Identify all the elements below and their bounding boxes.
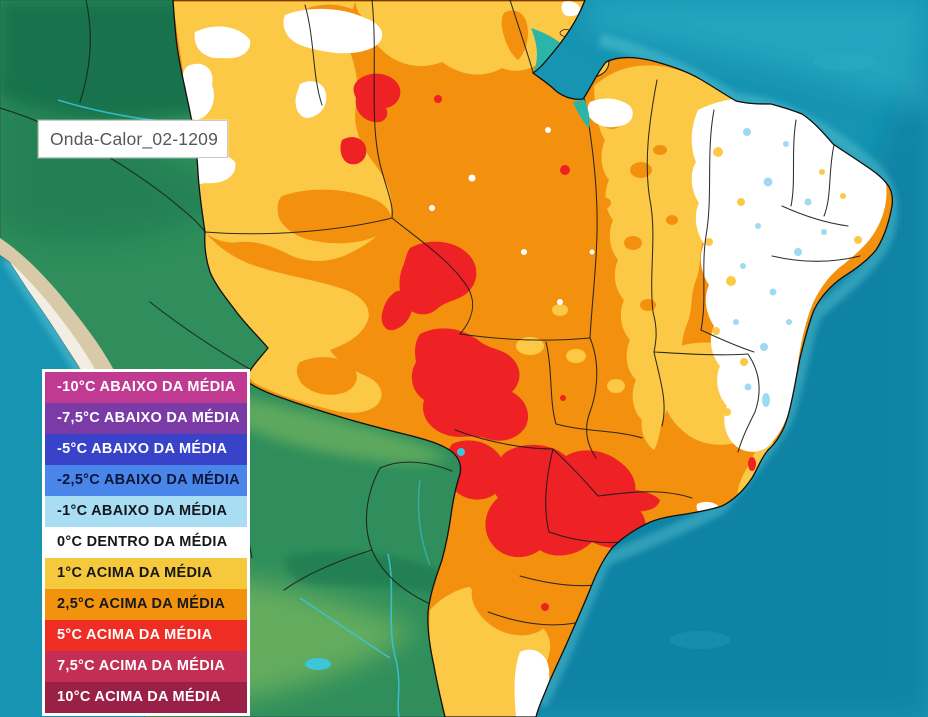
legend-item-label: -1°C ABAIXO DA MÉDIA (57, 503, 228, 519)
legend-item: -10°C ABAIXO DA MÉDIA (45, 372, 247, 403)
legend-item: 5°C ACIMA DA MÉDIA (45, 620, 247, 651)
brazil-anomaly-region (172, 0, 893, 717)
legend-item: 2,5°C ACIMA DA MÉDIA (45, 589, 247, 620)
legend-item-label: 0°C DENTRO DA MÉDIA (57, 534, 228, 550)
minus1-speckles (733, 128, 827, 407)
legend-item-label: 1°C ACIMA DA MÉDIA (57, 565, 213, 581)
legend-item: -5°C ABAIXO DA MÉDIA (45, 434, 247, 465)
legend-item-label: -2,5°C ABAIXO DA MÉDIA (57, 472, 240, 488)
lake (305, 658, 331, 670)
anomaly-plus5-zones (340, 73, 756, 611)
legend-item: 0°C DENTRO DA MÉDIA (45, 527, 247, 558)
plus1-speckles (699, 147, 862, 416)
legend-item: 1°C ACIMA DA MÉDIA (45, 558, 247, 589)
legend-item: -7,5°C ABAIXO DA MÉDIA (45, 403, 247, 434)
legend-item: 10°C ACIMA DA MÉDIA (45, 682, 247, 713)
state-borders (204, 0, 861, 626)
temperature-anomaly-legend: -10°C ABAIXO DA MÉDIA -7,5°C ABAIXO DA MÉ… (42, 369, 250, 716)
legend-item-label: -5°C ABAIXO DA MÉDIA (57, 441, 228, 457)
legend-item-label: 10°C ACIMA DA MÉDIA (57, 689, 221, 705)
legend-item-label: -10°C ABAIXO DA MÉDIA (57, 379, 236, 395)
legend-item: 7,5°C ACIMA DA MÉDIA (45, 651, 247, 682)
legend-item-label: 7,5°C ACIMA DA MÉDIA (57, 658, 226, 674)
legend-item: -1°C ABAIXO DA MÉDIA (45, 496, 247, 527)
legend-item-label: -7,5°C ABAIXO DA MÉDIA (57, 410, 240, 426)
legend-item-label: 2,5°C ACIMA DA MÉDIA (57, 596, 226, 612)
map-title-label: Onda-Calor_02-1209 (38, 120, 228, 158)
legend-item-label: 5°C ACIMA DA MÉDIA (57, 627, 213, 643)
legend-item: -2,5°C ABAIXO DA MÉDIA (45, 465, 247, 496)
map-title-text: Onda-Calor_02-1209 (50, 128, 219, 149)
